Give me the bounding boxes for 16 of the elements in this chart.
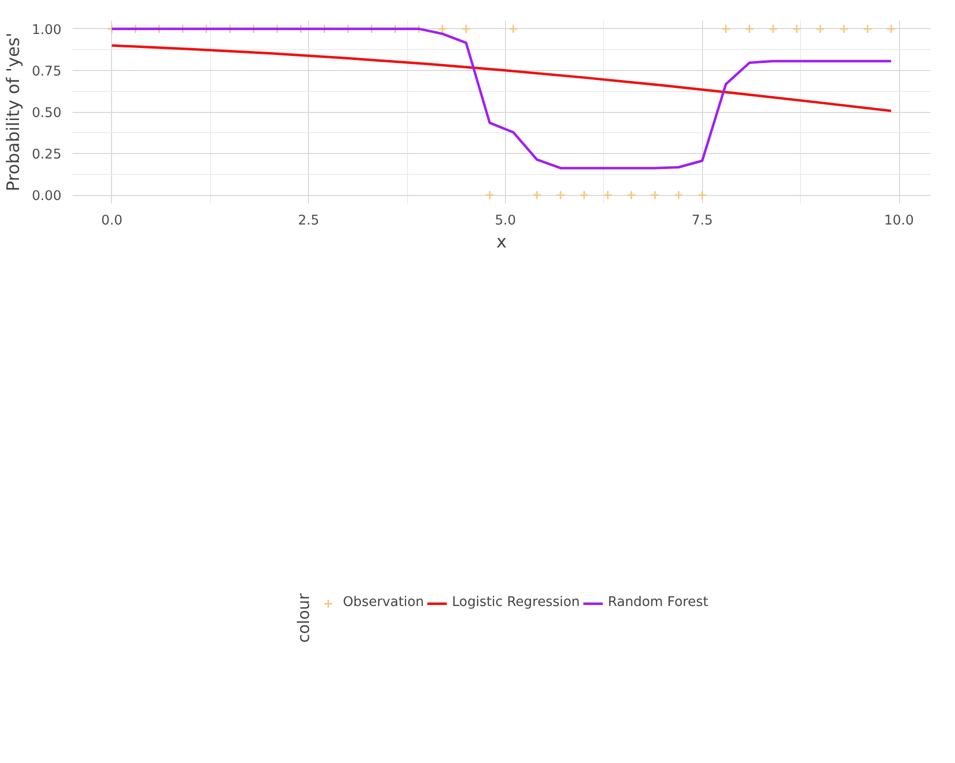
y-tick-label: 0.50 — [32, 106, 62, 121]
x-tick-label: 5.0 — [494, 214, 516, 228]
y-tick-label: 0.00 — [32, 189, 62, 204]
legend-label: Observation — [342, 595, 424, 610]
y-tick-label: 0.25 — [32, 148, 62, 163]
x-tick-label: 2.5 — [298, 214, 320, 228]
y-tick-label: 0.75 — [32, 64, 62, 80]
legend-label: Random Forest — [608, 595, 708, 610]
x-tick-label: 10.0 — [884, 214, 914, 228]
x-axis-title: x — [496, 232, 507, 252]
legend-label: Logistic Regression — [452, 595, 580, 610]
x-tick-label: 7.5 — [692, 214, 713, 228]
y-axis-title: Probability of 'yes' — [4, 32, 24, 192]
legend-title: colour — [294, 592, 313, 642]
x-tick-label: 0.0 — [101, 214, 122, 228]
y-tick-label: 1.00 — [32, 22, 62, 38]
